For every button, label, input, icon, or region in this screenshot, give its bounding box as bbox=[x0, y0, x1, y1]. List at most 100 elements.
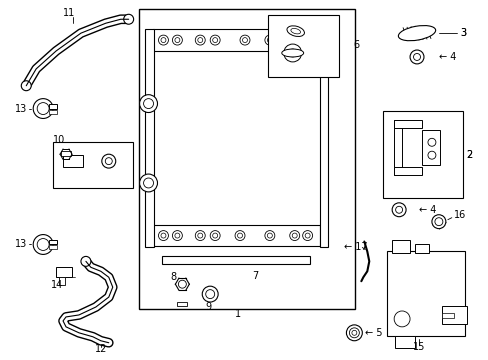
Circle shape bbox=[21, 81, 31, 91]
Circle shape bbox=[346, 325, 362, 341]
Circle shape bbox=[178, 280, 186, 288]
Circle shape bbox=[351, 330, 356, 335]
Text: 7: 7 bbox=[251, 271, 258, 281]
Circle shape bbox=[292, 233, 297, 238]
Text: 13: 13 bbox=[15, 239, 27, 249]
Circle shape bbox=[305, 233, 309, 238]
Bar bbox=[138, 9, 355, 309]
Bar bbox=[61, 151, 71, 156]
Circle shape bbox=[143, 99, 153, 109]
Text: 10: 10 bbox=[53, 135, 65, 145]
Bar bbox=[441, 313, 453, 318]
Bar bbox=[383, 111, 462, 198]
Circle shape bbox=[197, 233, 203, 238]
Bar bbox=[414, 243, 428, 253]
Text: 11: 11 bbox=[63, 8, 75, 18]
Ellipse shape bbox=[281, 49, 303, 57]
Text: 14: 14 bbox=[51, 280, 63, 290]
Circle shape bbox=[267, 233, 272, 238]
Circle shape bbox=[286, 37, 292, 42]
Circle shape bbox=[195, 35, 205, 45]
Circle shape bbox=[242, 37, 247, 42]
Bar bbox=[49, 104, 57, 109]
Bar bbox=[391, 239, 409, 253]
Circle shape bbox=[409, 50, 423, 64]
Text: 13: 13 bbox=[15, 104, 27, 113]
Circle shape bbox=[349, 328, 359, 338]
Circle shape bbox=[302, 35, 312, 45]
Text: 12: 12 bbox=[95, 344, 107, 354]
Bar bbox=[267, 15, 339, 77]
Circle shape bbox=[143, 178, 153, 188]
Circle shape bbox=[391, 203, 405, 217]
Bar bbox=[152, 29, 319, 51]
Circle shape bbox=[105, 158, 112, 165]
Circle shape bbox=[81, 256, 91, 266]
Circle shape bbox=[158, 35, 168, 45]
Circle shape bbox=[427, 138, 435, 146]
Ellipse shape bbox=[286, 26, 304, 36]
Circle shape bbox=[393, 311, 409, 327]
Text: 15: 15 bbox=[412, 342, 425, 352]
Circle shape bbox=[283, 44, 301, 62]
Bar bbox=[393, 121, 401, 175]
Text: 2: 2 bbox=[466, 150, 472, 160]
Circle shape bbox=[33, 235, 53, 255]
Circle shape bbox=[123, 14, 133, 24]
Bar bbox=[441, 306, 466, 324]
Text: 2: 2 bbox=[466, 150, 472, 160]
Circle shape bbox=[212, 37, 217, 42]
Bar bbox=[53, 142, 132, 188]
Circle shape bbox=[284, 35, 294, 45]
Circle shape bbox=[158, 231, 168, 240]
Text: 16: 16 bbox=[453, 210, 465, 220]
Circle shape bbox=[210, 35, 220, 45]
Bar bbox=[63, 155, 83, 167]
Bar bbox=[152, 225, 319, 247]
Text: 1: 1 bbox=[235, 309, 241, 319]
Ellipse shape bbox=[290, 28, 300, 34]
Circle shape bbox=[37, 103, 49, 114]
Ellipse shape bbox=[398, 26, 435, 41]
Bar bbox=[319, 29, 327, 247]
Circle shape bbox=[288, 49, 296, 57]
Circle shape bbox=[172, 35, 182, 45]
Circle shape bbox=[205, 290, 214, 298]
Bar bbox=[49, 109, 57, 113]
Circle shape bbox=[172, 231, 182, 240]
Circle shape bbox=[427, 151, 435, 159]
Circle shape bbox=[212, 233, 217, 238]
Circle shape bbox=[195, 231, 205, 240]
Bar bbox=[177, 302, 187, 306]
Text: ← 4: ← 4 bbox=[438, 52, 455, 62]
Text: 3: 3 bbox=[460, 28, 466, 38]
Bar bbox=[386, 251, 464, 336]
Text: 9: 9 bbox=[205, 302, 211, 312]
Circle shape bbox=[102, 154, 116, 168]
Bar bbox=[393, 121, 421, 129]
Text: 3: 3 bbox=[460, 28, 466, 38]
Circle shape bbox=[210, 231, 220, 240]
Bar bbox=[49, 239, 57, 244]
Text: 8: 8 bbox=[170, 272, 176, 282]
Circle shape bbox=[240, 35, 249, 45]
Bar bbox=[49, 246, 57, 249]
Circle shape bbox=[434, 218, 442, 226]
Bar bbox=[394, 336, 414, 348]
Circle shape bbox=[235, 231, 244, 240]
Circle shape bbox=[197, 37, 203, 42]
Circle shape bbox=[305, 37, 309, 42]
Bar bbox=[421, 130, 439, 165]
Circle shape bbox=[33, 99, 53, 118]
Circle shape bbox=[413, 54, 420, 60]
Circle shape bbox=[139, 174, 157, 192]
Bar bbox=[393, 167, 421, 175]
Circle shape bbox=[431, 215, 445, 229]
Circle shape bbox=[395, 206, 402, 213]
Circle shape bbox=[237, 233, 242, 238]
Bar bbox=[56, 267, 72, 277]
Circle shape bbox=[264, 35, 274, 45]
Text: ← 17: ← 17 bbox=[344, 243, 367, 252]
Circle shape bbox=[302, 231, 312, 240]
Circle shape bbox=[161, 233, 165, 238]
